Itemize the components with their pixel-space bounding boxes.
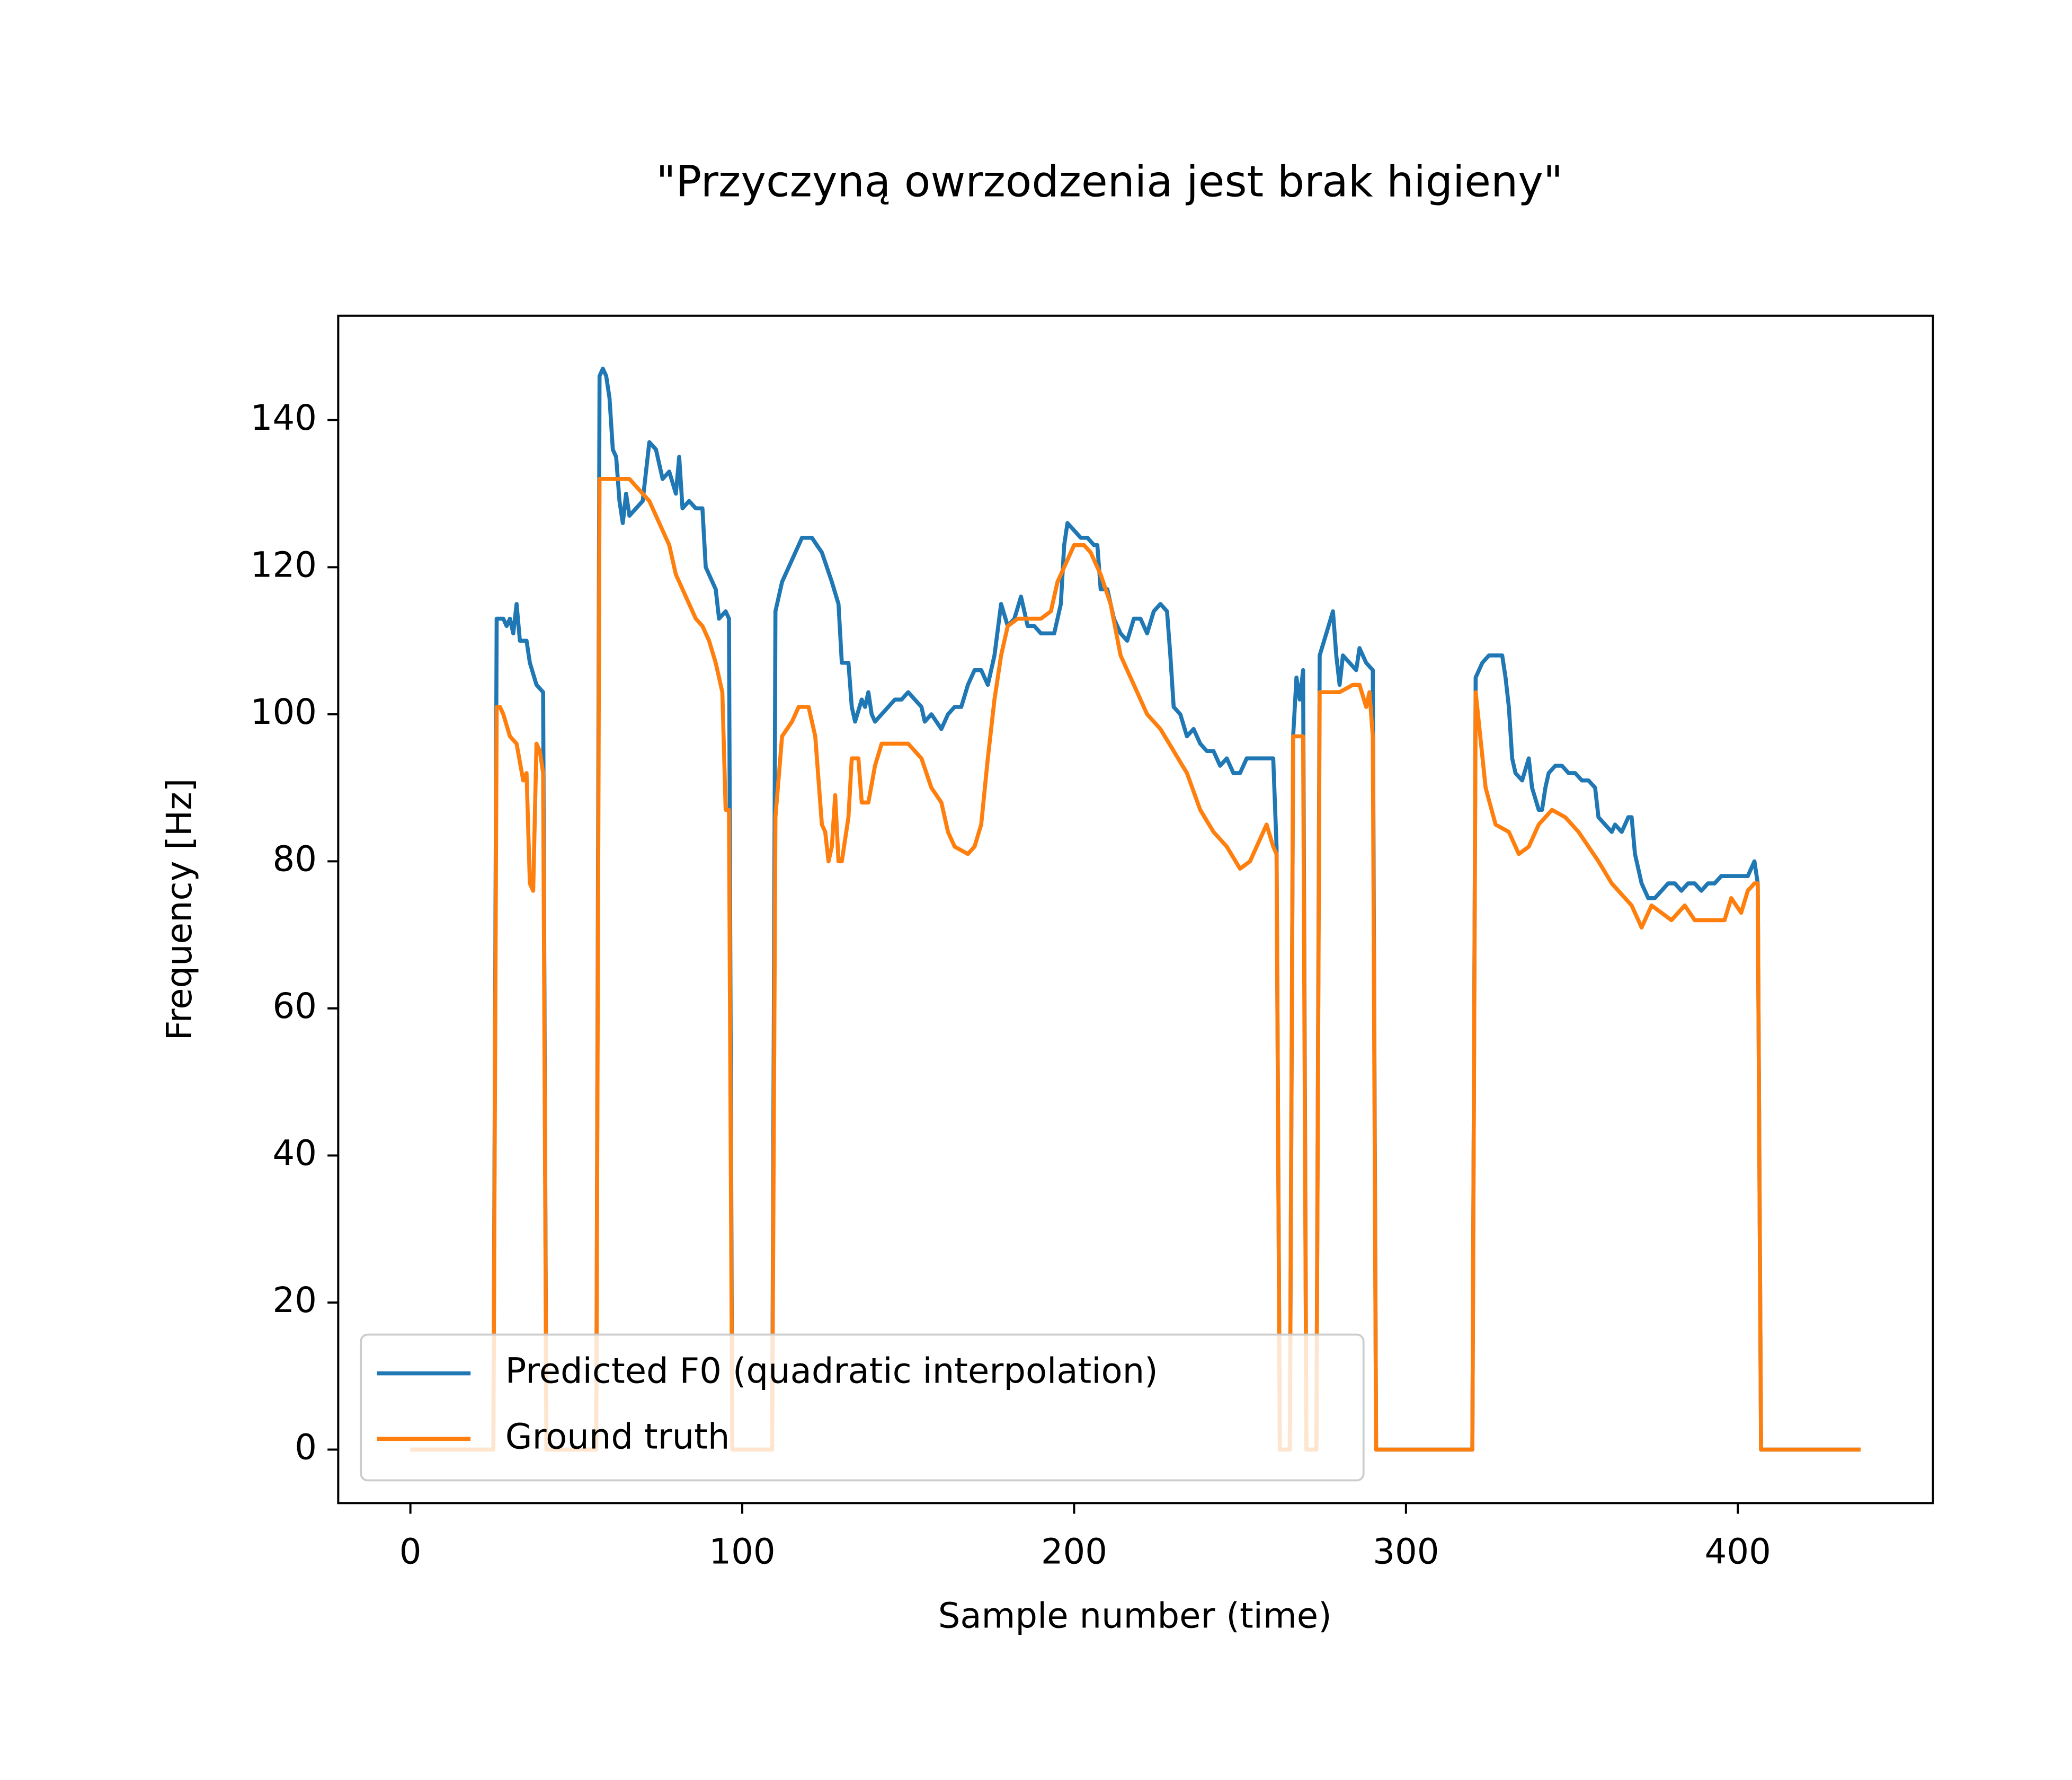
legend-box bbox=[360, 1333, 1365, 1482]
y-tick-label: 20 bbox=[273, 1280, 317, 1321]
legend: Predicted F0 (quadratic interpolation) Gr… bbox=[360, 1333, 1365, 1482]
x-tick-label: 100 bbox=[709, 1531, 775, 1572]
legend-label: Predicted F0 (quadratic interpolation) bbox=[505, 1351, 1158, 1392]
x-tick-label: 200 bbox=[1041, 1531, 1107, 1572]
x-tick-label: 400 bbox=[1705, 1531, 1771, 1572]
legend-label: Ground truth bbox=[505, 1416, 730, 1457]
plot-area bbox=[410, 366, 1861, 1452]
chart-title: "Przyczyną owrzodzenia jest brak higieny… bbox=[656, 157, 1563, 207]
y-tick-label: 100 bbox=[251, 692, 317, 732]
y-tick-label: 60 bbox=[273, 986, 317, 1026]
y-tick-label: 120 bbox=[251, 545, 317, 585]
x-tick-label: 300 bbox=[1373, 1531, 1439, 1572]
y-axis-label: Frequency [Hz] bbox=[159, 778, 200, 1041]
y-tick-label: 0 bbox=[295, 1428, 317, 1468]
x-axis-label: Sample number (time) bbox=[938, 1596, 1332, 1636]
y-tick-label: 40 bbox=[273, 1133, 317, 1174]
y-tick-label: 80 bbox=[273, 839, 317, 879]
y-tick-label: 140 bbox=[251, 398, 317, 438]
line-series bbox=[410, 477, 1861, 1452]
x-tick-label: 0 bbox=[399, 1531, 422, 1572]
axes-frame bbox=[337, 314, 1934, 1504]
